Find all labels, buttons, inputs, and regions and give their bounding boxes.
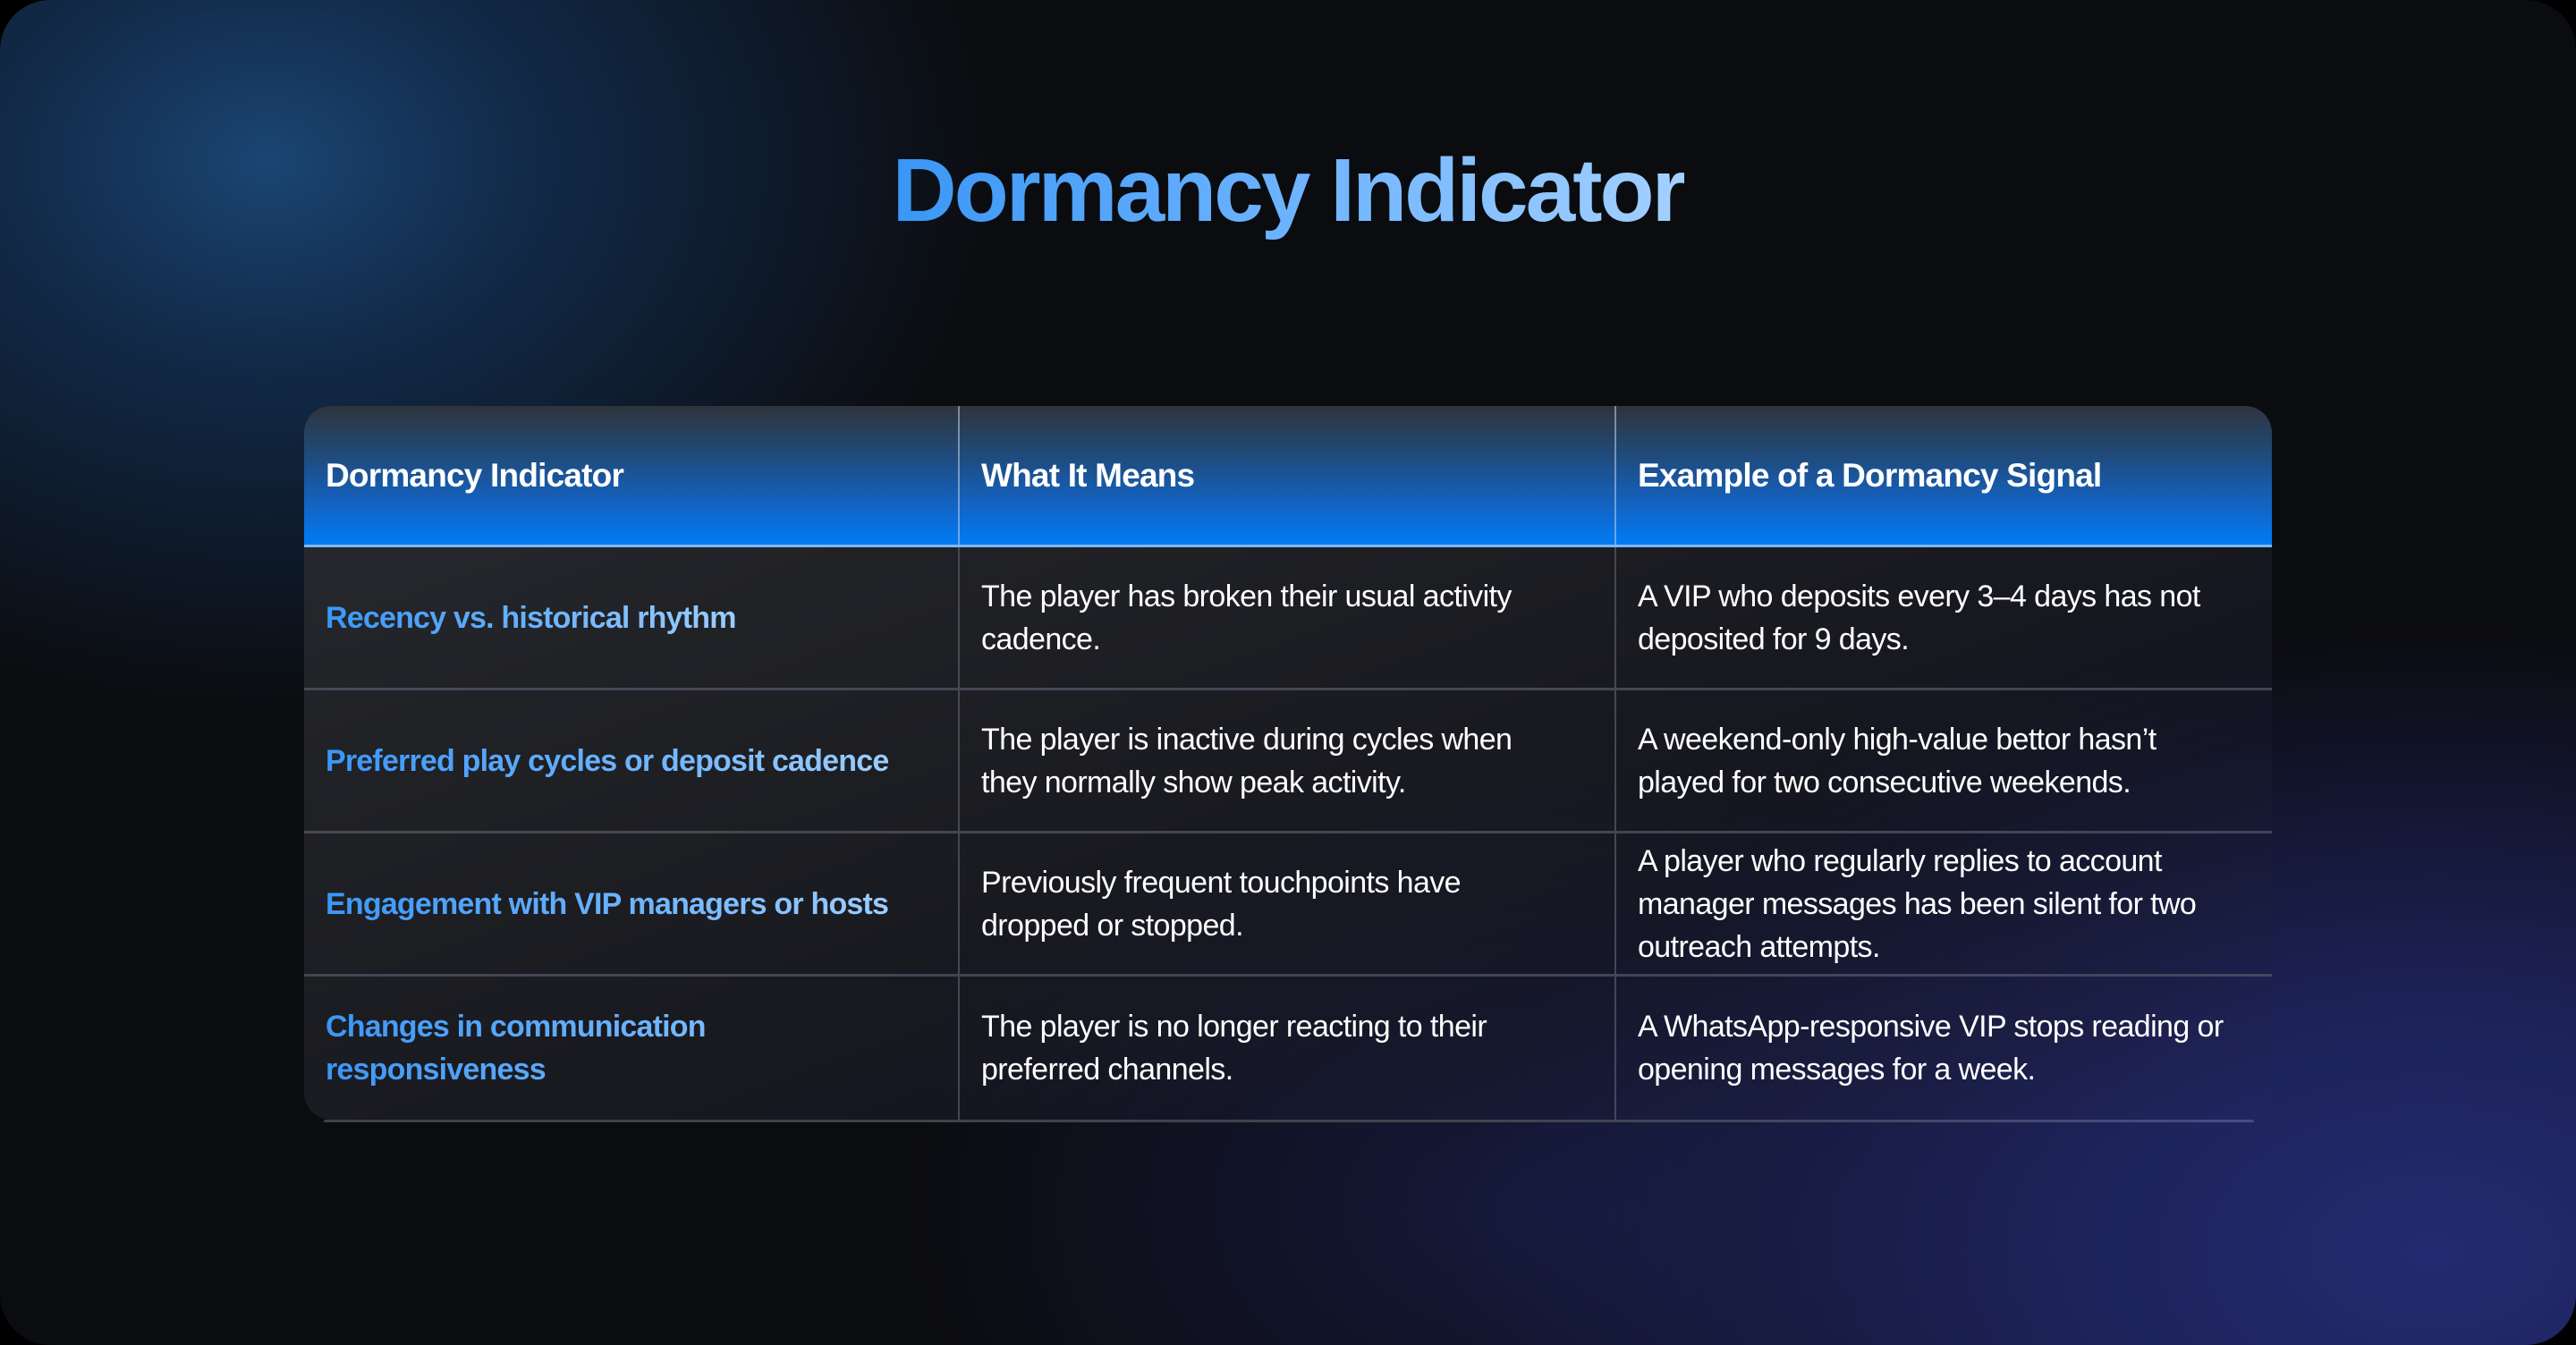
example-cell: A player who regularly replies to accoun…	[1614, 833, 2272, 974]
indicator-text: Engagement with VIP managers or hosts	[326, 883, 889, 926]
indicator-cell: Changes in communication responsiveness	[304, 977, 958, 1120]
meaning-cell: The player is inactive during cycles whe…	[958, 690, 1614, 831]
meaning-cell: The player is no longer reacting to thei…	[958, 977, 1614, 1120]
table-bottom-divider	[324, 1120, 2254, 1122]
example-cell: A VIP who deposits every 3–4 days has no…	[1614, 547, 2272, 688]
column-header-indicator: Dormancy Indicator	[326, 456, 624, 494]
page-title: Dormancy Indicator	[0, 132, 2576, 249]
table-row: Changes in communication responsiveness …	[304, 977, 2272, 1120]
example-cell: A weekend-only high-value bettor hasn’t …	[1614, 690, 2272, 831]
table-body: Recency vs. historical rhythm The player…	[304, 547, 2272, 1120]
indicator-text: Preferred play cycles or deposit cadence	[326, 740, 889, 782]
indicator-cell: Preferred play cycles or deposit cadence	[304, 690, 958, 831]
indicator-text: Recency vs. historical rhythm	[326, 596, 736, 639]
indicator-cell: Engagement with VIP managers or hosts	[304, 833, 958, 974]
table-row: Engagement with VIP managers or hosts Pr…	[304, 833, 2272, 977]
meaning-cell: The player has broken their usual activi…	[958, 547, 1614, 688]
indicator-text: Changes in communication responsiveness	[326, 1005, 913, 1091]
meaning-cell: Previously frequent touchpoints have dro…	[958, 833, 1614, 974]
dormancy-table: Dormancy Indicator What It Means Example…	[304, 406, 2272, 1120]
column-header-meaning: What It Means	[958, 406, 1614, 545]
indicator-cell: Recency vs. historical rhythm	[304, 547, 958, 688]
table-row: Preferred play cycles or deposit cadence…	[304, 690, 2272, 833]
example-cell: A WhatsApp-responsive VIP stops reading …	[1614, 977, 2272, 1120]
table-header: Dormancy Indicator What It Means Example…	[304, 406, 2272, 547]
table-row: Recency vs. historical rhythm The player…	[304, 547, 2272, 690]
page-title-text: Dormancy Indicator	[892, 140, 1686, 241]
column-header-example: Example of a Dormancy Signal	[1614, 406, 2272, 545]
